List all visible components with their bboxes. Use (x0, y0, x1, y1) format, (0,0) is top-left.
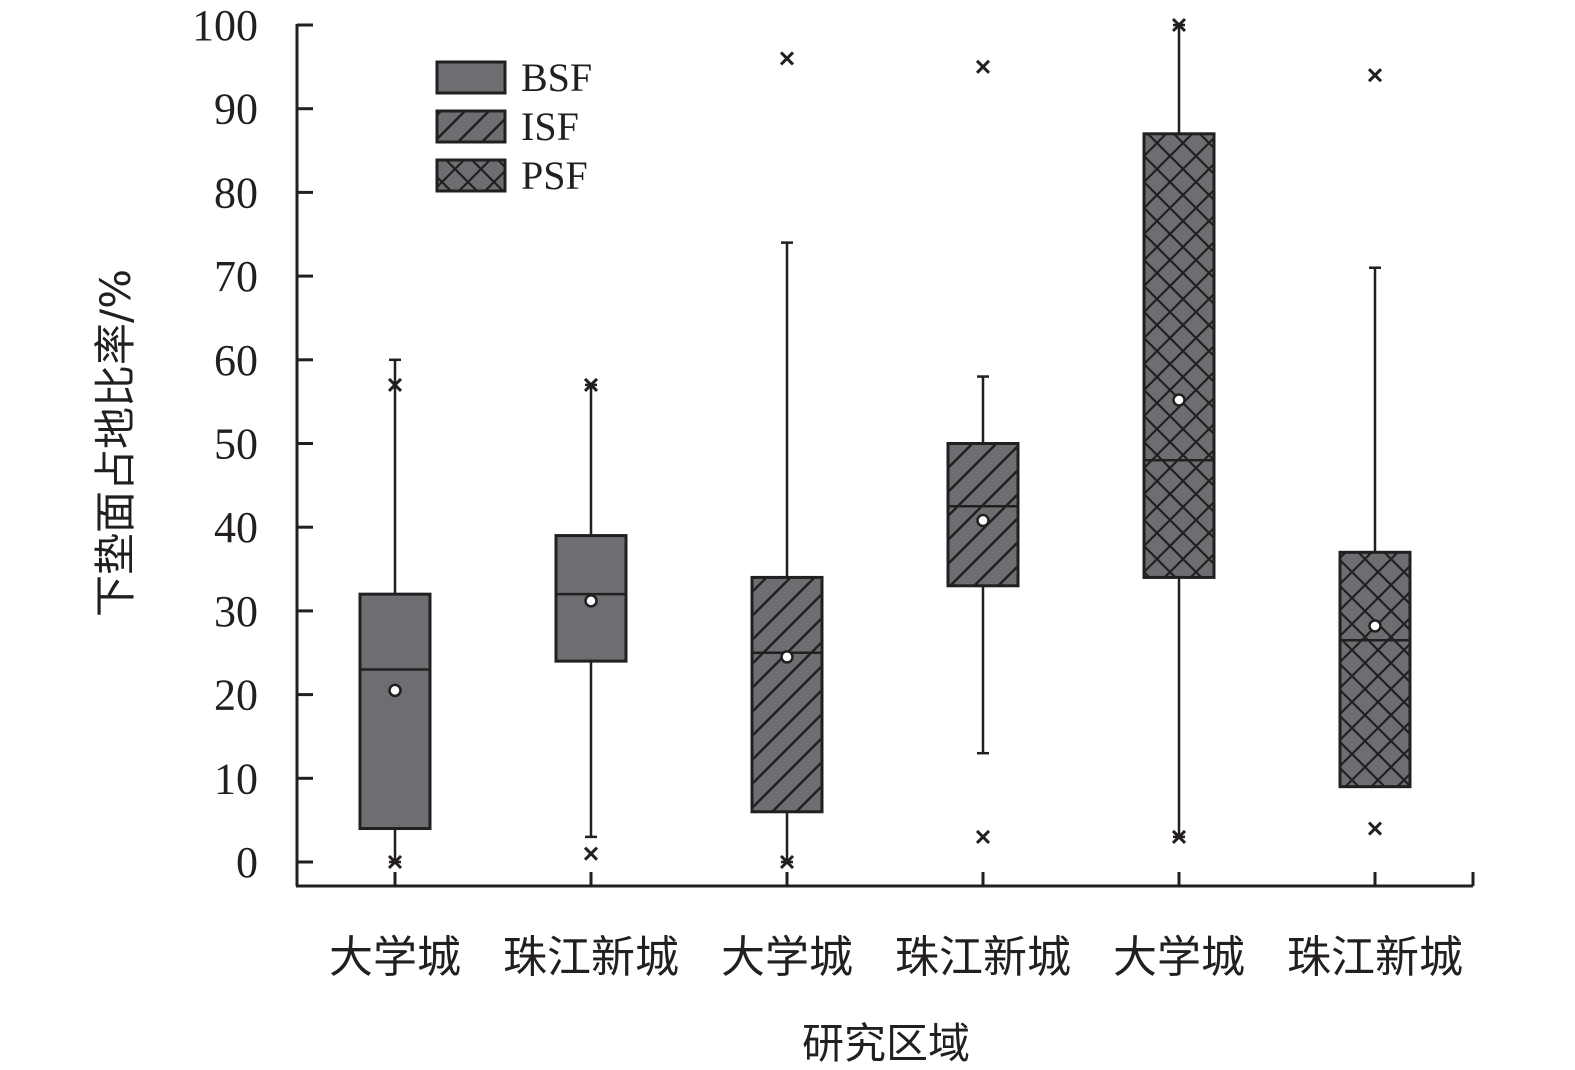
y-tick-label: 60 (214, 336, 258, 385)
outlier-marker (1367, 821, 1383, 836)
outlier-marker (583, 846, 599, 861)
y-axis-title: 下垫面占地比率/% (91, 269, 140, 617)
box-body (750, 575, 824, 814)
mean-marker (584, 594, 598, 608)
outlier-stroke (1171, 17, 1187, 33)
x-tick-label: 大学城 (329, 932, 461, 983)
box-bsf-1 (554, 377, 628, 861)
y-tick-label: 100 (192, 1, 258, 50)
legend-label: ISF (521, 104, 579, 149)
mean-marker (1172, 393, 1186, 407)
outlier-stroke (975, 59, 991, 74)
box-body (1338, 550, 1412, 789)
box-isf-3 (946, 59, 1020, 844)
y-tick-label: 40 (214, 503, 258, 552)
outlier-marker (1367, 68, 1383, 83)
outlier-marker (975, 829, 991, 844)
y-tick-label: 10 (214, 754, 258, 803)
x-tick-label: 珠江新城 (503, 932, 679, 983)
y-tick-label: 50 (214, 420, 258, 469)
y-tick-label: 30 (214, 587, 258, 636)
outlier-stroke (1367, 68, 1383, 83)
y-tick-label: 0 (236, 838, 258, 887)
x-tick-label: 大学城 (721, 932, 853, 983)
x-axis-title: 研究区域 (802, 1019, 970, 1068)
legend-label: BSF (521, 55, 592, 100)
y-tick-label: 90 (214, 85, 258, 134)
outlier-marker (779, 51, 795, 66)
box-bsf-0 (358, 358, 432, 870)
mean-marker (388, 683, 402, 698)
x-tick-label: 珠江新城 (895, 932, 1071, 983)
mean-marker (1368, 619, 1382, 633)
box-psf-4 (1142, 17, 1216, 844)
legend-swatch (435, 60, 507, 95)
box-body (358, 592, 432, 831)
outlier-marker (975, 59, 991, 74)
y-tick-label: 80 (214, 168, 258, 217)
outlier-marker (387, 377, 403, 392)
legend-item-psf: PSF (435, 153, 588, 198)
legend-swatch (435, 158, 507, 193)
box-isf-2 (750, 51, 824, 870)
mean-marker (976, 513, 990, 528)
outlier-stroke (387, 377, 403, 392)
box-psf-5 (1338, 68, 1412, 836)
outlier-stroke (1171, 829, 1187, 844)
outlier-stroke (779, 854, 795, 870)
outlier-stroke (583, 377, 599, 392)
y-tick-label: 20 (214, 671, 258, 720)
outlier-stroke (975, 829, 991, 844)
mean-marker (780, 650, 794, 664)
x-tick-label: 珠江新城 (1287, 932, 1463, 983)
outlier-marker (779, 854, 795, 870)
legend-item-bsf: BSF (435, 55, 592, 100)
y-tick-label: 70 (214, 252, 258, 301)
x-tick-label: 大学城 (1113, 932, 1245, 983)
outlier-marker (1171, 829, 1187, 844)
outlier-marker (387, 854, 403, 870)
axes: 0102030405060708090100大学城 珠江新城 大学城 珠江新城 大学城珠… (192, 1, 1475, 983)
box-body (1142, 132, 1216, 579)
outlier-stroke (583, 846, 599, 861)
legend-item-isf: ISF (435, 104, 579, 149)
outlier-marker (583, 377, 599, 392)
boxes (358, 17, 1412, 870)
legend-label: PSF (521, 153, 588, 198)
outlier-stroke (779, 51, 795, 66)
outlier-stroke (1367, 821, 1383, 836)
legend-swatch (435, 109, 507, 144)
outlier-stroke (387, 854, 403, 870)
outlier-marker (1171, 17, 1187, 33)
